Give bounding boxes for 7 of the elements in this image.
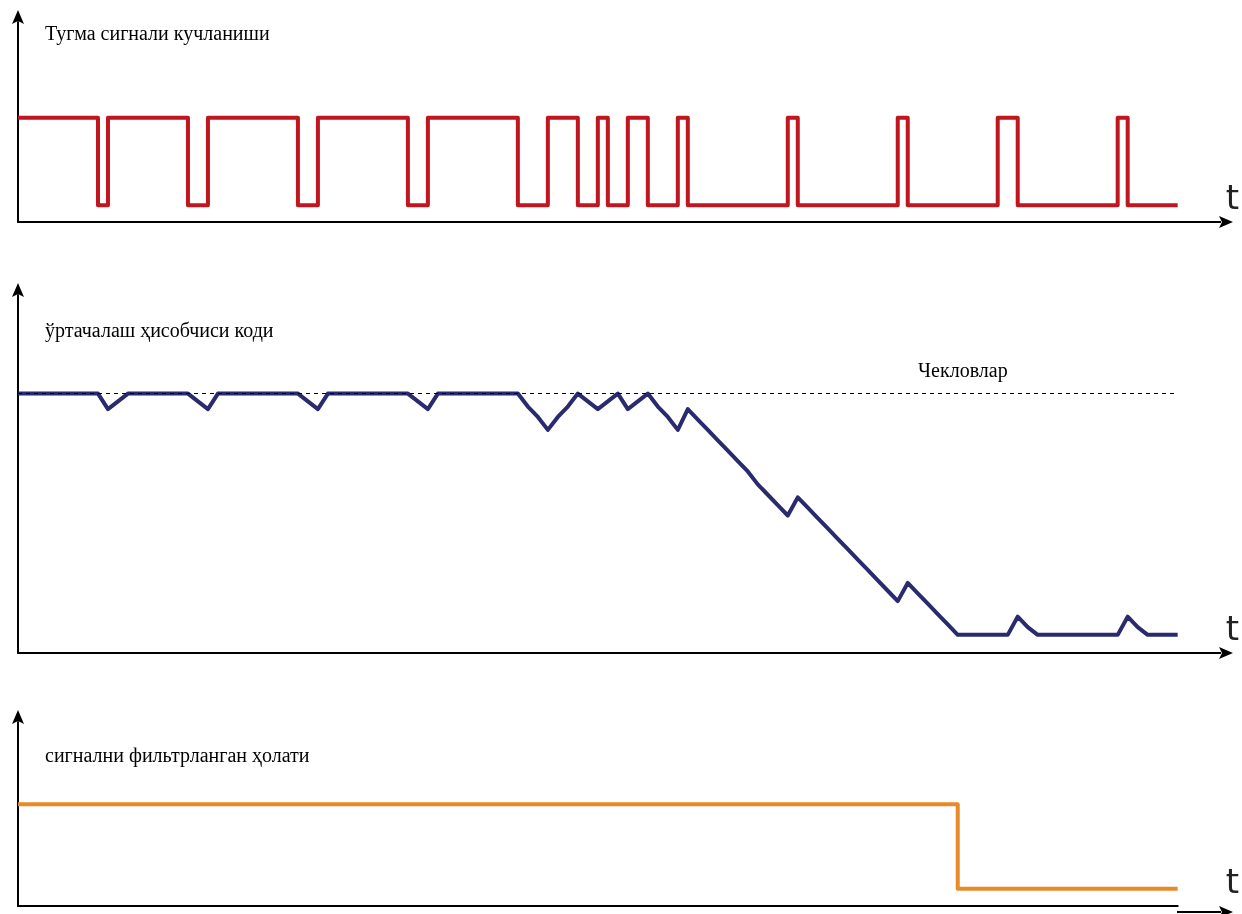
x-axis-title: t [1225, 177, 1240, 217]
chart-title: сигнални фильтрланган ҳолати [45, 744, 310, 767]
x-axis-title: t [1225, 861, 1240, 901]
chart-title: Тугма сигнали кучланиши [45, 22, 270, 45]
x-axis-title: t [1225, 608, 1240, 648]
ref-line-label: Чекловлар [918, 358, 1008, 382]
chart-title: ўртачалаш ҳисобчиси коди [45, 319, 274, 342]
